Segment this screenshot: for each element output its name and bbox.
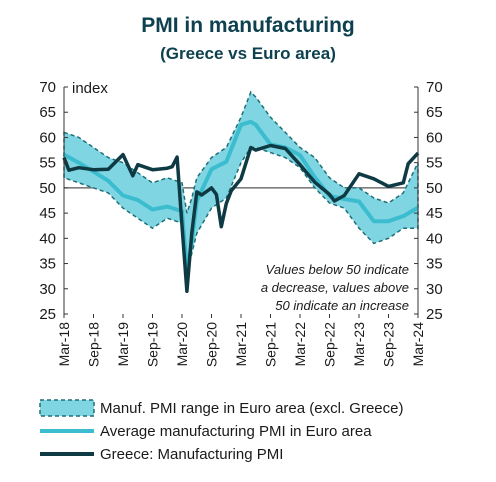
y-tick-label-right: 30 [426, 281, 443, 298]
legend-label: Greece: Manufacturing PMI [100, 446, 283, 463]
x-tick-label: Sep-19 [145, 322, 161, 367]
annotation-line: a decrease, values above [261, 280, 409, 295]
y-tick-label-right: 35 [426, 256, 443, 273]
y-axis-label: index [72, 80, 108, 97]
y-tick-label-left: 45 [39, 205, 56, 222]
x-tick-label: Sep-22 [322, 322, 338, 367]
x-tick-label: Mar-20 [174, 322, 190, 367]
annotation-line: Values below 50 indicate [266, 262, 409, 277]
y-tick-label-left: 50 [39, 180, 56, 197]
y-tick-label-left: 65 [39, 104, 56, 121]
x-tick-label: Mar-22 [292, 322, 308, 367]
y-tick-label-right: 60 [426, 129, 443, 146]
y-tick-label-left: 60 [39, 129, 56, 146]
annotation-line: 50 indicate an increase [275, 298, 409, 313]
x-tick-label: Sep-20 [204, 322, 220, 367]
euro-area-range-band [63, 90, 419, 274]
y-tick-label-left: 70 [39, 79, 56, 96]
legend-band-swatch [39, 399, 95, 417]
y-tick-label-right: 70 [426, 79, 443, 96]
x-tick-label: Sep-21 [263, 322, 279, 367]
y-tick-label-right: 40 [426, 230, 443, 247]
y-tick-label-left: 35 [39, 256, 56, 273]
x-tick-label: Mar-19 [115, 322, 131, 367]
y-tick-label-right: 55 [426, 155, 443, 172]
y-tick-label-left: 30 [39, 281, 56, 298]
y-tick-label-left: 55 [39, 155, 56, 172]
chart-subtitle: (Greece vs Euro area) [160, 44, 336, 63]
chart-title: PMI in manufacturing [141, 14, 355, 37]
y-tick-label-right: 50 [426, 180, 443, 197]
y-tick-label-right: 65 [426, 104, 443, 121]
legend-label: Average manufacturing PMI in Euro area [100, 423, 372, 440]
euro-average-line [63, 119, 420, 274]
x-tick-label: Mar-18 [56, 322, 72, 367]
y-tick-label-right: 45 [426, 205, 443, 222]
x-tick-label: Mar-23 [351, 322, 367, 367]
y-tick-label-right: 25 [426, 306, 443, 323]
x-tick-label: Sep-23 [381, 322, 397, 367]
x-tick-label: Sep-18 [86, 322, 102, 367]
x-tick-label: Mar-24 [410, 322, 426, 367]
x-tick-label: Mar-21 [233, 322, 249, 367]
legend-label: Manuf. PMI range in Euro area (excl. Gre… [100, 400, 403, 417]
y-tick-label-left: 25 [39, 306, 56, 323]
y-tick-label-left: 40 [39, 230, 56, 247]
greece-pmi-line [62, 143, 420, 294]
